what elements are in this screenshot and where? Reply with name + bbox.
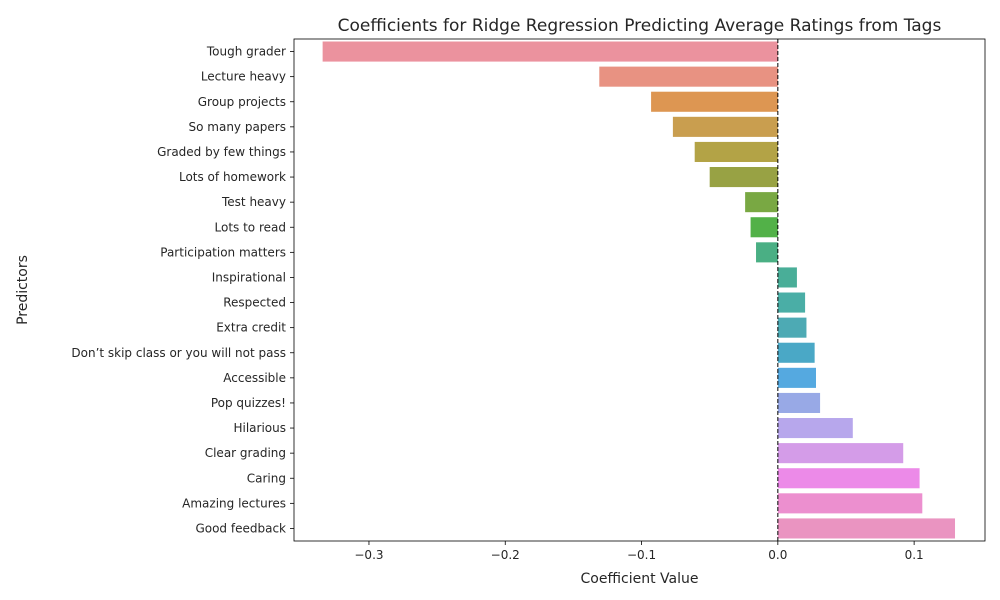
y-tick-label: Test heavy xyxy=(221,195,286,209)
y-tick-label: Accessible xyxy=(223,371,286,385)
chart-title: Coefficients for Ridge Regression Predic… xyxy=(338,16,942,36)
x-axis-ticks: −0.3 −0.2 −0.1 0.0 0.1 xyxy=(354,541,924,562)
y-tick-label: Inspirational xyxy=(212,270,286,284)
y-axis-ticks: Tough grader Lecture heavy Group projects S… xyxy=(71,45,294,535)
bar xyxy=(777,267,797,288)
bar xyxy=(777,443,904,464)
y-tick-label: Amazing lectures xyxy=(182,496,286,510)
y-tick-label: Lecture heavy xyxy=(201,70,286,84)
y-tick-label: Don’t skip class or you will not pass xyxy=(71,346,286,360)
y-tick-label: Pop quizzes! xyxy=(211,396,286,410)
bar xyxy=(599,66,778,87)
y-tick-label: Clear grading xyxy=(205,446,286,460)
bar xyxy=(777,367,816,388)
y-tick-label: Lots to read xyxy=(215,220,286,234)
x-tick-label: 0.1 xyxy=(905,548,924,562)
y-tick-label: Participation matters xyxy=(160,245,286,259)
bars-group xyxy=(322,41,956,539)
y-tick-label: Good feedback xyxy=(195,521,286,535)
y-tick-label: Tough grader xyxy=(206,45,286,59)
bar xyxy=(322,41,778,62)
bar xyxy=(694,141,778,162)
bar xyxy=(777,493,923,514)
bar xyxy=(777,292,806,313)
y-tick-label: Respected xyxy=(223,296,286,310)
y-tick-label: Graded by few things xyxy=(157,145,286,159)
y-tick-label: Group projects xyxy=(198,95,286,109)
x-tick-label: −0.1 xyxy=(627,548,656,562)
bar xyxy=(672,116,778,137)
bar xyxy=(709,167,778,188)
y-tick-label: Extra credit xyxy=(216,321,286,335)
y-axis-title: Predictors xyxy=(15,255,31,325)
y-tick-label: Hilarious xyxy=(233,421,286,435)
y-tick-label: So many papers xyxy=(189,120,287,134)
bar xyxy=(756,242,778,263)
bar xyxy=(777,418,853,439)
y-tick-label: Caring xyxy=(247,471,286,485)
x-axis-title: Coefficient Value xyxy=(581,571,699,587)
bar xyxy=(777,518,956,539)
plot-area-frame xyxy=(293,38,986,542)
x-tick-label: −0.2 xyxy=(491,548,520,562)
bar xyxy=(745,192,778,213)
x-tick-label: 0.0 xyxy=(768,548,787,562)
bar xyxy=(750,217,778,238)
y-tick-label: Lots of homework xyxy=(179,170,286,184)
bar xyxy=(777,392,821,413)
bar xyxy=(651,91,778,112)
bar xyxy=(777,342,815,363)
x-tick-label: −0.3 xyxy=(354,548,383,562)
bar xyxy=(777,317,807,338)
bar xyxy=(777,468,920,489)
